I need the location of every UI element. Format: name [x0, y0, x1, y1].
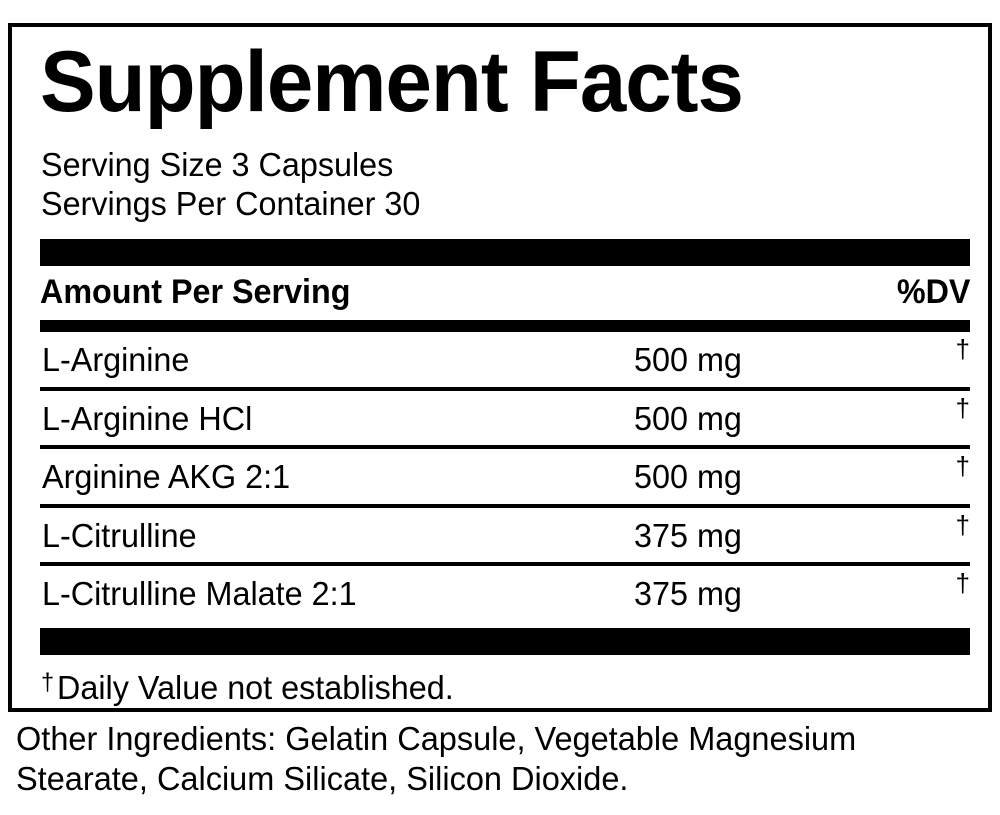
- daily-value-footnote: †Daily Value not established.: [41, 663, 923, 708]
- ingredient-daily-value: †: [955, 451, 970, 481]
- serving-information: Serving Size 3 Capsules Servings Per Con…: [41, 145, 941, 223]
- ingredient-name: L-Citrulline: [42, 516, 197, 554]
- daily-value-footnote-text: Daily Value not established.: [57, 669, 454, 706]
- ingredient-daily-value: †: [955, 392, 970, 423]
- ingredient-name: L-Arginine: [42, 341, 190, 378]
- amount-per-serving-header-row: Amount Per Serving %DV: [40, 272, 970, 312]
- table-row: L-Arginine 500 mg †: [40, 332, 970, 391]
- table-row: Arginine AKG 2:1 500 mg †: [40, 449, 970, 508]
- divider-bar-top: [40, 239, 970, 266]
- serving-size-text: Serving Size 3 Capsules: [41, 146, 394, 183]
- ingredient-name: Arginine AKG 2:1: [42, 458, 291, 495]
- daily-value-column-header: %DV: [896, 273, 970, 311]
- supplement-facts-panel: Supplement Facts Serving Size 3 Capsules…: [8, 23, 992, 712]
- table-row: L-Arginine HCl 500 mg †: [40, 391, 970, 449]
- dagger-icon: †: [41, 669, 55, 696]
- ingredient-name: L-Arginine HCl: [42, 399, 253, 437]
- divider-bar-under-header: [40, 320, 970, 332]
- ingredient-daily-value: †: [955, 334, 970, 364]
- ingredient-daily-value: †: [955, 509, 970, 540]
- ingredient-name: L-Citrulline Malate 2:1: [42, 575, 357, 612]
- ingredient-daily-value: †: [955, 568, 970, 598]
- divider-bar-bottom: [40, 628, 970, 655]
- ingredient-amount: 500 mg: [634, 399, 742, 437]
- ingredient-amount: 375 mg: [634, 516, 742, 554]
- ingredient-amount: 500 mg: [634, 341, 742, 378]
- amount-per-serving-label: Amount Per Serving: [40, 273, 351, 311]
- table-row: L-Citrulline 375 mg †: [40, 508, 970, 566]
- ingredient-amount: 500 mg: [634, 458, 742, 495]
- ingredient-amount: 375 mg: [634, 575, 742, 612]
- page-title: Supplement Facts: [40, 34, 744, 130]
- ingredient-table: L-Arginine 500 mg † L-Arginine HCl 500 m…: [40, 332, 970, 625]
- table-row: L-Citrulline Malate 2:1 375 mg †: [40, 566, 970, 625]
- servings-per-container-text: Servings Per Container 30: [41, 185, 421, 222]
- other-ingredients-text: Other Ingredients: Gelatin Capsule, Vege…: [16, 720, 857, 797]
